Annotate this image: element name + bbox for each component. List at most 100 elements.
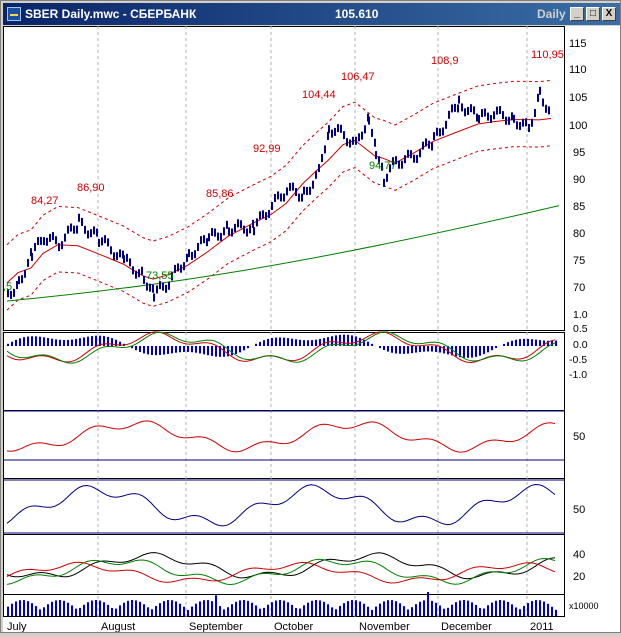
- price-bar: [186, 254, 188, 262]
- app-icon: [7, 7, 21, 21]
- volume-bar: [395, 601, 397, 616]
- volume-bar: [407, 609, 409, 616]
- volume-bar: [275, 601, 277, 616]
- price-bar: [436, 128, 438, 136]
- macd-histogram-bar: [83, 337, 85, 346]
- price-bar: [24, 270, 26, 278]
- price-annotation-108-9: 108,9: [431, 55, 459, 67]
- macd-histogram-bar: [279, 337, 281, 346]
- macd-histogram-bar: [295, 339, 297, 346]
- volume-bar: [51, 602, 53, 616]
- price-panel-frame: [4, 27, 565, 331]
- price-bar: [27, 259, 29, 267]
- price-tick-70: 70: [573, 282, 585, 294]
- macd-histogram-bar: [343, 335, 345, 346]
- macd-tick-0: 0.0: [573, 339, 588, 351]
- price-layer: [7, 80, 559, 310]
- volume-bar: [87, 602, 89, 616]
- price-bar: [312, 181, 314, 189]
- price-chart-svg[interactable]: ,5 84,27 86,90 73,55 85,86 92,99 104,44 …: [3, 26, 620, 632]
- price-bar: [84, 226, 86, 234]
- volume-bar: [387, 600, 389, 616]
- volume-bar: [175, 601, 177, 616]
- price-bar: [371, 129, 373, 137]
- close-button[interactable]: X: [602, 7, 616, 21]
- price-bar: [537, 94, 539, 102]
- volume-bar: [7, 607, 9, 616]
- macd-histogram-bar: [103, 336, 105, 346]
- macd-histogram-bar: [351, 335, 353, 346]
- price-bar: [331, 130, 333, 138]
- price-bar: [226, 221, 228, 229]
- volume-bar: [195, 604, 197, 616]
- price-bar: [473, 106, 475, 114]
- price-tick-100: 100: [569, 120, 587, 132]
- month-label-december: December: [441, 621, 492, 632]
- price-bar: [168, 282, 170, 290]
- title-bar[interactable]: SBER Daily.mwc - СБЕРБАНК 105.610 Daily …: [3, 3, 620, 25]
- macd-histogram-bar: [347, 335, 349, 346]
- price-bar: [478, 115, 480, 123]
- minimize-button[interactable]: _: [570, 7, 584, 21]
- volume-bar: [367, 607, 369, 616]
- price-bar: [73, 226, 75, 234]
- macd-histogram-bar: [407, 346, 409, 354]
- price-bar: [340, 125, 342, 133]
- price-bar: [334, 128, 336, 136]
- price-bar: [337, 124, 339, 132]
- macd-histogram-bar: [39, 337, 41, 346]
- price-tick-105: 105: [569, 92, 587, 104]
- price-bar: [539, 87, 541, 95]
- price-bar: [243, 226, 245, 234]
- price-bar: [146, 283, 148, 291]
- volume-bar: [183, 607, 185, 616]
- slow-ma-line: [7, 206, 559, 301]
- macd-histogram-bar: [147, 346, 149, 354]
- chart-area[interactable]: ,5 84,27 86,90 73,55 85,86 92,99 104,44 …: [3, 26, 620, 632]
- macd-histogram-bar: [175, 346, 177, 353]
- price-bar: [67, 226, 69, 234]
- macd-histogram-bar: [443, 346, 445, 353]
- macd-histogram-bar: [535, 340, 537, 346]
- price-bar: [548, 106, 550, 114]
- period-label: Daily: [537, 7, 566, 21]
- price-bar: [87, 231, 89, 239]
- price-tick-110: 110: [569, 64, 587, 76]
- macd-histogram-bar: [359, 338, 361, 346]
- price-bar: [470, 104, 472, 112]
- volume-bar: [203, 600, 205, 616]
- price-bar: [481, 109, 483, 117]
- price-bar: [240, 220, 242, 228]
- macd-histogram-bar: [159, 346, 161, 355]
- price-bar: [505, 117, 507, 125]
- maximize-button[interactable]: □: [586, 7, 600, 21]
- macd-tick-1: 1.0: [573, 309, 588, 321]
- price-bar: [81, 218, 83, 226]
- price-bar: [292, 183, 294, 191]
- volume-bar: [23, 600, 25, 616]
- macd-histogram-bar: [523, 339, 525, 346]
- volume-bar: [143, 604, 145, 616]
- volume-bar: [211, 601, 213, 616]
- volume-bar: [19, 600, 21, 616]
- macd-histogram-bar: [555, 341, 557, 346]
- macd-tick-0-5: 0.5: [573, 323, 588, 335]
- volume-bar: [335, 609, 337, 616]
- macd-histogram-bar: [291, 339, 293, 346]
- volume-bar: [287, 602, 289, 616]
- price-bar: [490, 115, 492, 123]
- price-annotation-73-55: 73,55: [146, 270, 174, 282]
- price-bar: [55, 236, 57, 244]
- macd-histogram-bar: [47, 338, 49, 346]
- rsi-tick-50: 50: [573, 431, 585, 443]
- price-bar: [43, 237, 45, 245]
- price-bar: [355, 137, 357, 145]
- price-bar: [268, 210, 270, 218]
- macd-histogram-bar: [191, 346, 193, 352]
- price-bar: [528, 124, 530, 132]
- price-annotation-85-86: 85,86: [206, 188, 234, 200]
- macd-histogram-bar: [203, 346, 205, 354]
- price-bar: [295, 188, 297, 196]
- price-bar: [194, 250, 196, 258]
- price-annotation-low-left: ,5: [3, 281, 12, 293]
